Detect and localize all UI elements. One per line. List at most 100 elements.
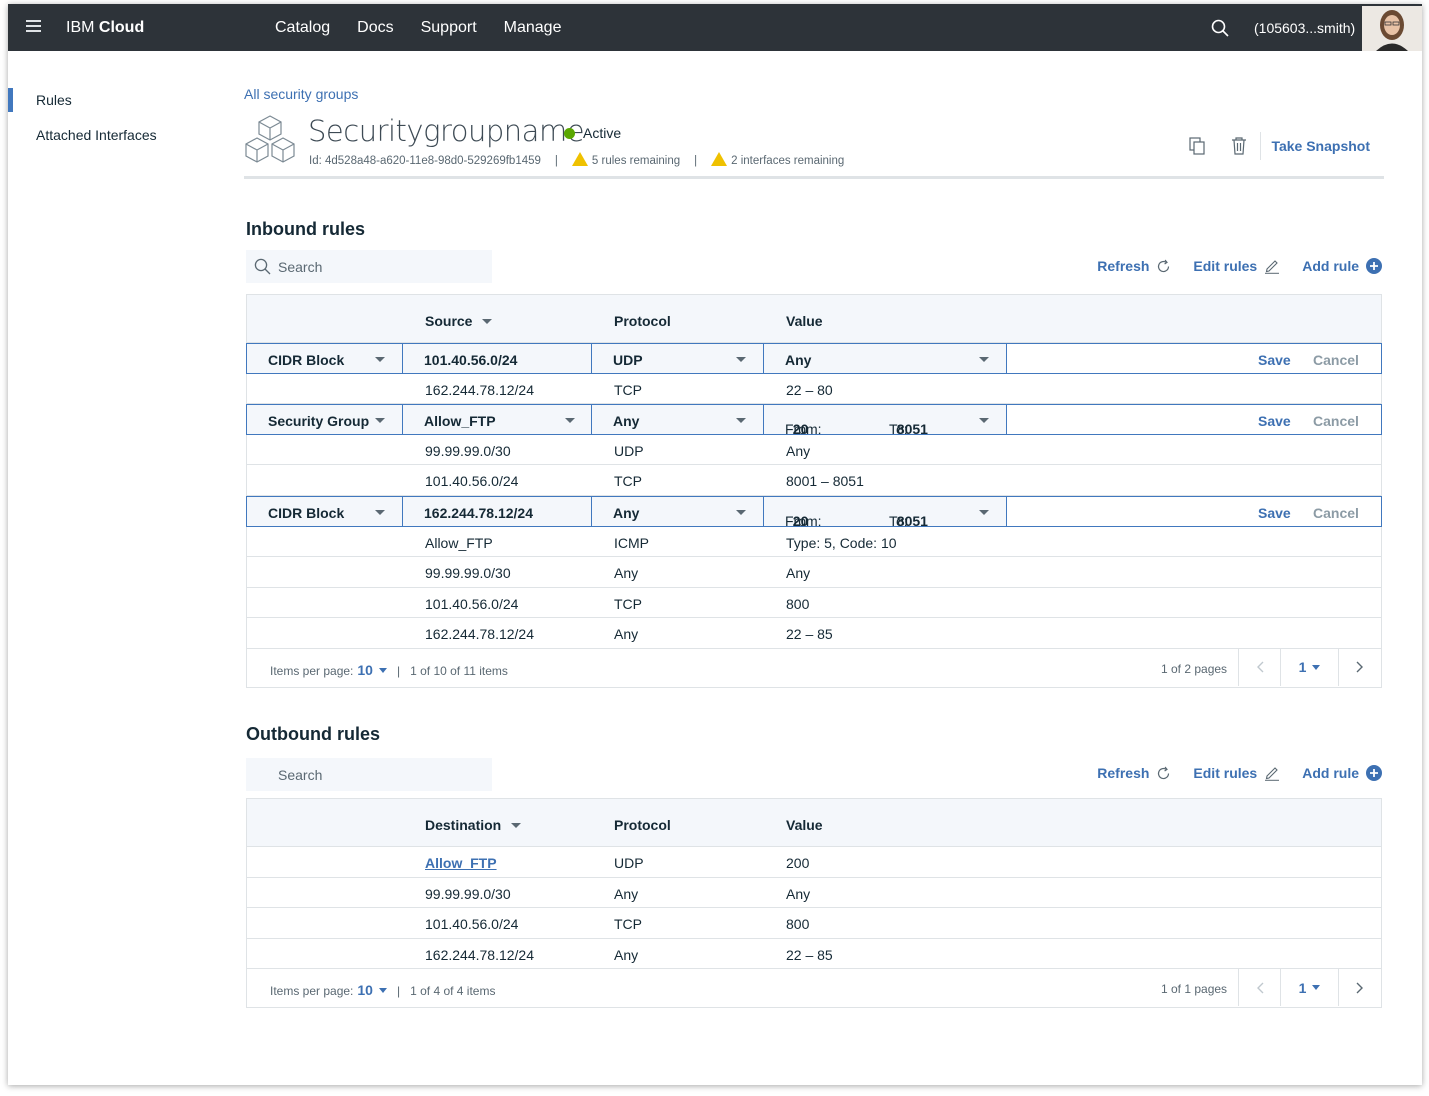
- protocol-select[interactable]: UDP: [592, 344, 764, 373]
- inbound-refresh-button[interactable]: Refresh: [1097, 258, 1171, 274]
- source-value: 162.244.78.12/24: [424, 504, 533, 521]
- column-header-protocol: Protocol: [614, 313, 671, 329]
- save-button[interactable]: Save: [1258, 413, 1291, 430]
- cancel-button[interactable]: Cancel: [1313, 413, 1359, 430]
- save-button[interactable]: Save: [1258, 352, 1291, 368]
- cell-source: 162.244.78.12/24: [425, 626, 534, 643]
- warning-icon: [571, 152, 588, 166]
- source-input[interactable]: 101.40.56.0/24: [403, 344, 592, 373]
- port-range-input[interactable]: From: 20 To: 8051: [764, 496, 1007, 529]
- outbound-refresh-button[interactable]: Refresh: [1097, 765, 1171, 781]
- cell-protocol: TCP: [614, 381, 642, 398]
- divider: [1260, 132, 1262, 160]
- outbound-search-input[interactable]: Search: [246, 758, 492, 791]
- pencil-icon: [1265, 260, 1280, 274]
- source-value: Allow_FTP: [424, 413, 496, 430]
- column-header-source[interactable]: Source: [425, 313, 493, 329]
- nav-support[interactable]: Support: [420, 19, 477, 36]
- cancel-button[interactable]: Cancel: [1313, 504, 1359, 521]
- nav-catalog[interactable]: Catalog: [275, 19, 331, 36]
- table-header: Destination Protocol Value: [247, 799, 1381, 847]
- item-range: 1 of 4 of 4 items: [410, 984, 496, 999]
- protocol-value: Any: [613, 413, 640, 430]
- port-range-input[interactable]: From: 20 To: 8051: [764, 405, 1007, 438]
- warning-icon: [711, 152, 728, 166]
- cell-value: Any: [786, 565, 811, 582]
- to-label: To:: [889, 512, 908, 529]
- previous-page-button[interactable]: [1238, 648, 1280, 686]
- page-select[interactable]: 1: [1280, 648, 1338, 686]
- type-select[interactable]: CIDR Block: [247, 496, 403, 526]
- take-snapshot-button[interactable]: Take Snapshot: [1271, 138, 1370, 154]
- items-per-page-select[interactable]: 10: [357, 662, 387, 678]
- cell-destination: 101.40.56.0/24: [425, 916, 519, 933]
- sort-caret-icon: [482, 319, 493, 324]
- status-badge: Active: [564, 125, 621, 141]
- cancel-button[interactable]: Cancel: [1313, 352, 1359, 368]
- source-input[interactable]: 162.244.78.12/24: [403, 496, 592, 526]
- brand-logo[interactable]: IBM Cloud: [66, 19, 145, 36]
- destination-link[interactable]: Allow_FTP: [425, 855, 497, 871]
- previous-page-button[interactable]: [1238, 969, 1280, 1007]
- search-icon[interactable]: [1211, 19, 1229, 37]
- page-count: 1 of 1 pages: [1161, 982, 1228, 997]
- column-header-destination[interactable]: Destination: [425, 817, 522, 833]
- table-row: 99.99.99.0/30 Any Any: [247, 557, 1381, 588]
- value-value: Any: [785, 352, 812, 368]
- table-row: 162.244.78.12/24 Any 22 – 85: [247, 618, 1381, 649]
- avatar[interactable]: [1362, 6, 1422, 51]
- outbound-add-rule-button[interactable]: Add rule: [1302, 765, 1382, 781]
- nav-manage[interactable]: Manage: [503, 19, 562, 36]
- chevron-down-icon: [1312, 664, 1321, 670]
- chevron-down-icon: [375, 509, 385, 515]
- rules-remaining: 5 rules remaining: [591, 155, 681, 167]
- source-select[interactable]: Allow_FTP: [403, 405, 592, 434]
- sidebar-item-attached-interfaces[interactable]: Attached Interfaces: [8, 121, 208, 156]
- save-button[interactable]: Save: [1258, 504, 1291, 521]
- chevron-down-icon: [979, 357, 989, 362]
- type-value: CIDR Block: [268, 504, 345, 521]
- next-page-button[interactable]: [1338, 969, 1381, 1007]
- item-range: 1 of 10 of 11 items: [410, 663, 508, 678]
- value-select[interactable]: Any: [764, 344, 1007, 373]
- refresh-icon: [1158, 766, 1170, 779]
- next-page-button[interactable]: [1338, 648, 1381, 686]
- copy-icon[interactable]: [1176, 132, 1218, 160]
- protocol-select[interactable]: Any: [592, 496, 764, 526]
- per-page-value: 10: [357, 661, 373, 678]
- delete-icon[interactable]: [1218, 132, 1260, 160]
- account-name[interactable]: (105603...smith): [1254, 20, 1356, 36]
- type-select[interactable]: CIDR Block: [247, 344, 403, 373]
- to-label: To:: [889, 421, 908, 438]
- sort-caret-icon: [511, 823, 522, 828]
- chevron-down-icon: [565, 418, 575, 424]
- nav-docs[interactable]: Docs: [357, 19, 394, 36]
- cell-protocol: Any: [614, 565, 639, 582]
- cell-protocol: UDP: [614, 442, 644, 459]
- sidebar-item-rules[interactable]: Rules: [8, 86, 208, 121]
- chevron-down-icon: [979, 418, 989, 424]
- pagination: Items per page: 10 | 1 of 4 of 4 items 1 of…: [247, 969, 1381, 1007]
- hamburger-menu-icon[interactable]: [26, 20, 41, 32]
- chevron-right-icon: [1356, 982, 1363, 994]
- type-value: CIDR Block: [268, 352, 345, 368]
- table-row: 101.40.56.0/24 TCP 800: [247, 588, 1381, 619]
- inbound-search-input[interactable]: Search: [246, 250, 492, 283]
- table-row: 99.99.99.0/30 UDP Any: [247, 435, 1381, 466]
- inbound-edit-rules-button[interactable]: Edit rules: [1193, 258, 1280, 274]
- inbound-add-rule-button[interactable]: Add rule: [1302, 258, 1382, 274]
- items-per-page-select[interactable]: 10: [357, 982, 387, 998]
- refresh-label: Refresh: [1097, 765, 1150, 781]
- source-value: 101.40.56.0/24: [424, 352, 518, 368]
- column-header-value: Value: [786, 817, 823, 833]
- protocol-select[interactable]: Any: [592, 405, 764, 434]
- editable-rule-row: CIDR Block 101.40.56.0/24 UDP Any Save C…: [246, 343, 1382, 374]
- items-per-page-label: Items per page:: [270, 984, 354, 999]
- type-select[interactable]: Security Group: [247, 405, 403, 434]
- add-rule-label: Add rule: [1302, 765, 1359, 781]
- page-select[interactable]: 1: [1280, 969, 1338, 1007]
- chevron-down-icon: [378, 667, 387, 673]
- add-circle-icon: [1366, 258, 1382, 274]
- outbound-edit-rules-button[interactable]: Edit rules: [1193, 765, 1280, 781]
- breadcrumb[interactable]: All security groups: [244, 86, 359, 102]
